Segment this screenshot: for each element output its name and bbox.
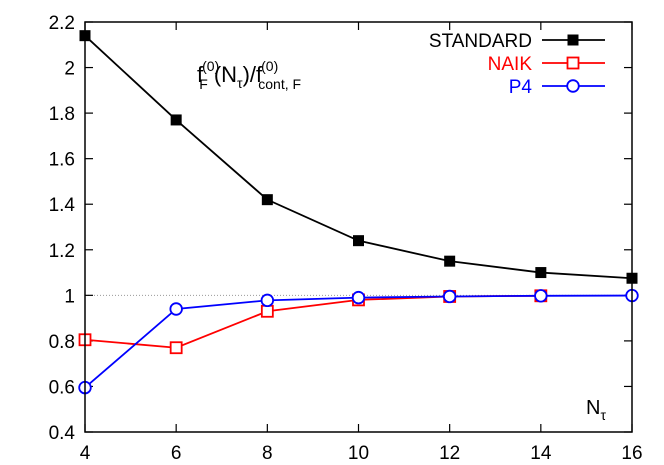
data-point-p4 xyxy=(169,302,183,316)
plot-frame xyxy=(84,21,633,433)
legend-label-standard: STANDARD xyxy=(429,31,532,52)
x-tick-label: 12 xyxy=(439,443,460,464)
series-group xyxy=(78,30,639,395)
x-tick-label: 16 xyxy=(621,443,642,464)
x-tick-label: 4 xyxy=(80,443,91,464)
series-standard xyxy=(79,30,638,284)
data-point-p4 xyxy=(351,290,366,305)
legend-marker-p4 xyxy=(566,79,580,93)
y-tick-label: 0.6 xyxy=(49,377,75,398)
series-line-naik xyxy=(84,294,541,349)
y-tick-label: 0.4 xyxy=(49,423,76,444)
data-point-p4 xyxy=(534,289,548,303)
y-tick-label: 1 xyxy=(64,286,75,307)
data-point-standard xyxy=(535,267,547,279)
y-tick-label: 1.8 xyxy=(49,104,75,125)
axis-ticks: 0.4 0.6 0.8 1 1.2 1.4 1.6 1.8 2 2.2 4 6 8 10 12 14 16 xyxy=(49,13,643,464)
data-point-p4 xyxy=(260,293,275,308)
y-tick-label: 0.8 xyxy=(49,332,75,353)
y-tick-label: 1.2 xyxy=(49,241,75,262)
legend-label-naik: NAIK xyxy=(488,54,533,75)
x-tick-label: 14 xyxy=(530,443,552,464)
x-tick-label: 6 xyxy=(171,443,182,464)
x-tick-label: 8 xyxy=(262,443,273,464)
data-point-standard xyxy=(444,255,456,267)
data-point-naik xyxy=(169,341,183,355)
legend-marker-naik xyxy=(566,56,580,70)
legend-label-p4: P4 xyxy=(509,77,533,98)
y-tick-label: 1.4 xyxy=(49,195,76,216)
y-tick-label: 2.2 xyxy=(49,13,75,34)
data-point-standard xyxy=(353,235,364,247)
chart-annotation: f(0) F (Nτ)/f(0) cont, F xyxy=(197,58,301,92)
data-point-standard xyxy=(261,194,273,206)
data-point-p4 xyxy=(442,289,457,304)
y-tick-label: 1.6 xyxy=(49,150,75,171)
data-point-naik xyxy=(260,304,274,318)
data-point-standard xyxy=(170,114,182,126)
y-tick-label: 2 xyxy=(64,59,75,80)
x-tick-label: 10 xyxy=(348,443,369,464)
legend-marker-standard xyxy=(567,34,579,46)
x-axis-label: Nτ xyxy=(586,397,606,423)
series-line-p4 xyxy=(84,294,633,389)
